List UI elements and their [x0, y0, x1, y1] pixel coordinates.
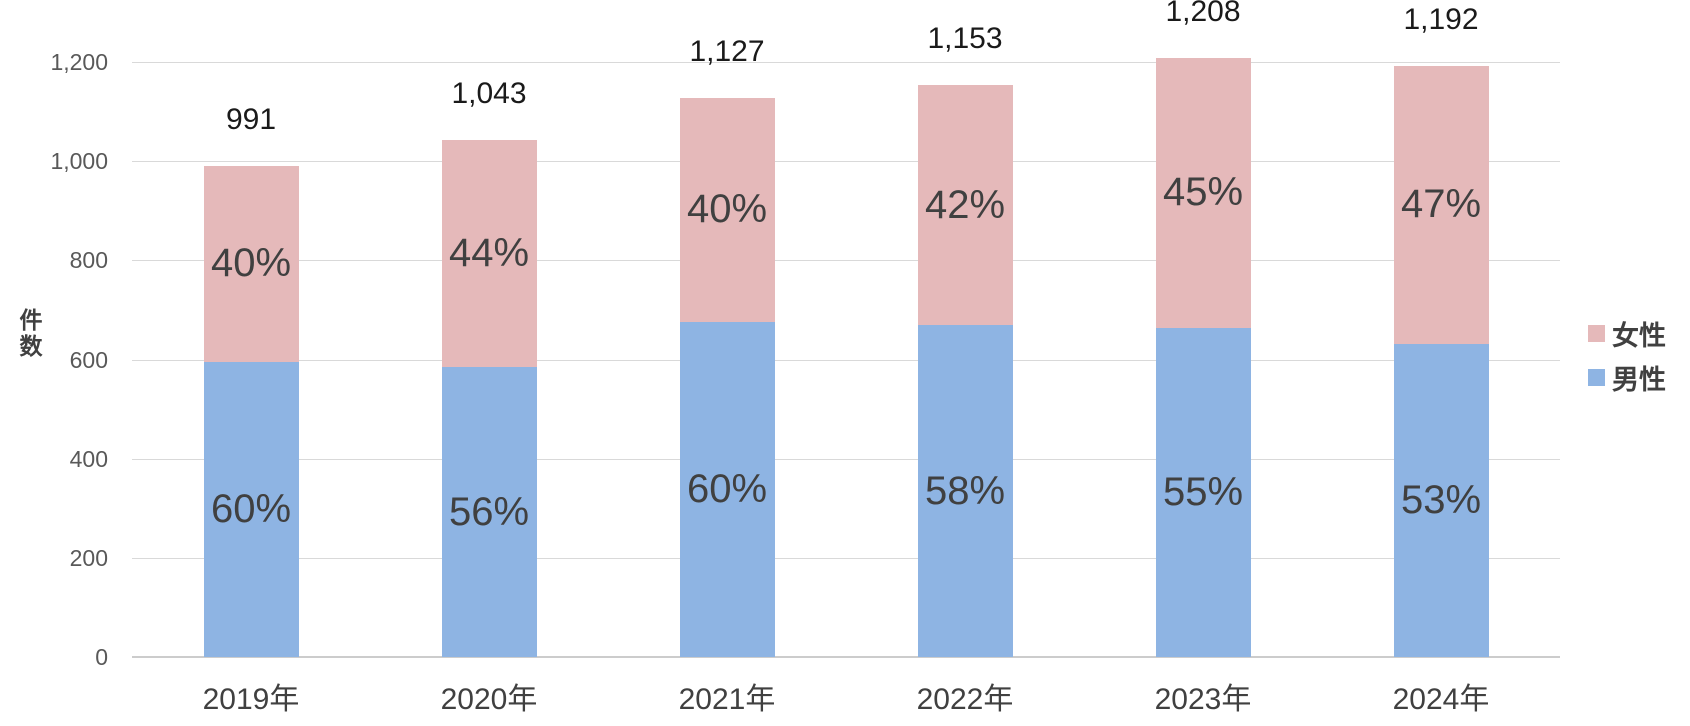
segment-percent-label: 55%	[1162, 469, 1244, 514]
segment-percent-label: 40%	[686, 187, 768, 232]
segment-percent-label: 60%	[210, 487, 292, 532]
segment-percent-label: 56%	[448, 489, 530, 534]
segment-percent-label: 45%	[1162, 170, 1244, 215]
gridline	[132, 359, 1560, 361]
gridline	[132, 557, 1560, 559]
bar-total-label: 1,208	[1165, 0, 1241, 29]
gridline	[132, 458, 1560, 460]
segment-percent-label: 60%	[686, 466, 768, 511]
segment-percent-label: 58%	[924, 468, 1006, 513]
y-tick-label: 400	[69, 445, 108, 472]
bar-segment-male: 56%	[441, 367, 537, 657]
y-tick-label: 1,000	[50, 148, 108, 175]
x-tick-label: 2023年	[1154, 683, 1252, 716]
y-tick-label: 800	[69, 247, 108, 274]
legend-item: 男性	[1588, 362, 1666, 395]
legend-label: 男性	[1612, 364, 1666, 395]
bar-segment-male: 58%	[917, 325, 1013, 657]
bar-segment-female: 40%	[679, 98, 775, 322]
bar-segment-female: 42%	[917, 85, 1013, 326]
segment-percent-label: 40%	[210, 241, 292, 286]
gridline	[132, 260, 1560, 262]
bar-total-label: 1,192	[1403, 2, 1479, 36]
x-tick-label: 2024年	[1392, 683, 1490, 716]
bar-total-label: 1,043	[451, 76, 527, 110]
y-axis-title: 件数	[16, 308, 42, 360]
y-tick-label: 200	[69, 544, 108, 571]
x-tick-label: 2020年	[440, 683, 538, 716]
legend-label: 女性	[1612, 320, 1666, 351]
bar-segment-female: 44%	[441, 139, 537, 368]
bar-segment-male: 55%	[1155, 327, 1251, 657]
legend: 女性 男性	[1588, 318, 1666, 395]
bar-total-label: 991	[225, 102, 277, 136]
x-tick-label: 2022年	[916, 683, 1014, 716]
bar-segment-female: 45%	[1155, 58, 1251, 328]
gridline	[132, 62, 1560, 63]
bar-segment-female: 47%	[1393, 65, 1489, 344]
bar-segment-male: 60%	[679, 321, 775, 657]
x-tick-label: 2019年	[202, 683, 300, 716]
gridline	[132, 161, 1560, 163]
segment-percent-label: 53%	[1400, 477, 1482, 522]
bar-segment-male: 53%	[1393, 343, 1489, 657]
x-axis-line	[132, 656, 1560, 658]
bar-segment-male: 60%	[203, 362, 299, 657]
legend-item: 女性	[1588, 318, 1666, 351]
bar-total-label: 1,127	[689, 35, 765, 69]
legend-swatch	[1588, 368, 1605, 386]
y-tick-label: 0	[95, 644, 108, 670]
legend-swatch	[1588, 324, 1605, 342]
segment-percent-label: 44%	[448, 231, 530, 276]
x-tick-label: 2021年	[678, 683, 776, 716]
bar-total-label: 1,153	[927, 22, 1003, 56]
bar-segment-female: 40%	[203, 165, 299, 363]
segment-percent-label: 47%	[1400, 182, 1482, 227]
y-tick-label: 600	[69, 346, 108, 373]
y-tick-label: 1,200	[50, 49, 108, 75]
segment-percent-label: 42%	[924, 182, 1006, 227]
